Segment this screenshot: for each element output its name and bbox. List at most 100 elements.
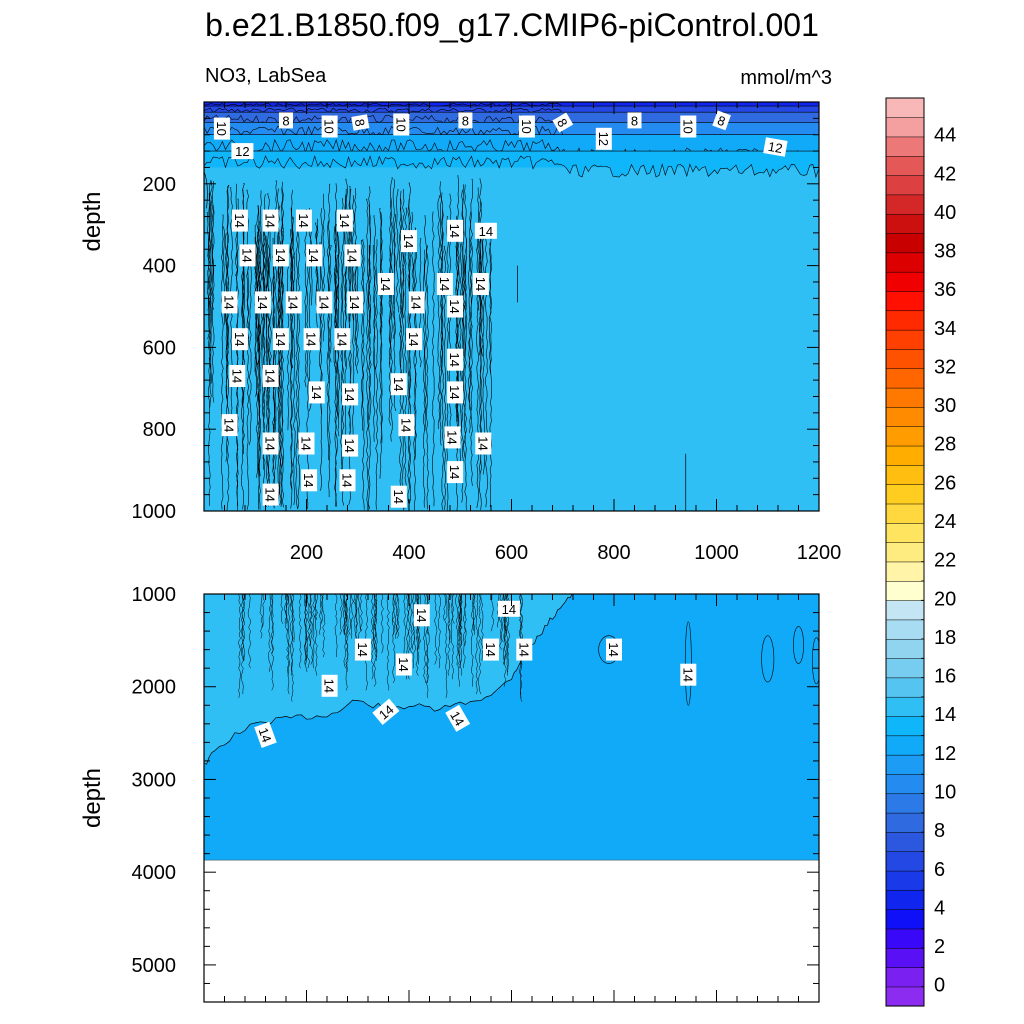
y-tick-label: 3000 xyxy=(132,769,177,791)
contour-label: 14 xyxy=(497,600,520,617)
y-tick-label: 1000 xyxy=(132,584,177,606)
contour-line-14 xyxy=(451,594,454,680)
colorbar-box xyxy=(885,542,925,563)
colorbar-box xyxy=(885,175,925,196)
contour-label: 14 xyxy=(436,273,453,295)
colorbar-box xyxy=(885,290,925,312)
contour-label: 14 xyxy=(413,604,430,627)
contour-line-14 xyxy=(220,214,224,510)
colorbar-label: 34 xyxy=(934,318,956,340)
contour-line-14 xyxy=(210,180,213,384)
contour-line-14 xyxy=(344,594,347,635)
contour-label-text: 14 xyxy=(396,657,411,671)
lower-panel: 14 14 14 14 14 14 14 14 14 14 14 14 1000 2000 3000 4000… xyxy=(79,584,820,1003)
colorbar-label: 38 xyxy=(934,241,956,263)
y-axis-label: depth xyxy=(79,191,106,251)
contour-line-14 xyxy=(360,240,364,431)
contour-label-box xyxy=(321,115,338,138)
contour-line-14 xyxy=(379,208,382,479)
contour-line-14 xyxy=(489,242,493,507)
contour-label-text: 14 xyxy=(447,352,462,366)
colorbar-box xyxy=(885,368,925,389)
colorbar-box xyxy=(885,735,925,756)
contour-label-text: 14 xyxy=(347,295,362,309)
contour-label-text: 14 xyxy=(401,234,416,248)
contour-label: 14 xyxy=(347,291,364,314)
contour-line-14 xyxy=(322,594,326,658)
contour-line-14 xyxy=(279,241,282,506)
contour-line-14 xyxy=(424,215,427,431)
contour-label-text: 14 xyxy=(342,438,357,452)
contour-label-text: 14 xyxy=(255,295,270,309)
contour-label-text: 14 xyxy=(445,430,460,444)
contour-line-14 xyxy=(375,239,379,510)
contour-label: 14 xyxy=(316,291,333,314)
contour-line-14 xyxy=(386,594,390,691)
contour-line-14 xyxy=(207,192,211,506)
colorbar-label: 18 xyxy=(934,627,956,649)
contour-line-14 xyxy=(447,594,451,676)
contour-label-text: 14 xyxy=(273,248,288,262)
contour-line-14 xyxy=(441,209,444,510)
contour-line-14 xyxy=(241,594,245,661)
contour-label-box xyxy=(763,137,788,157)
contour-label: 14 xyxy=(262,483,279,506)
contour-label: 14 xyxy=(262,209,279,232)
contour-label-text: 14 xyxy=(256,726,275,745)
contour-line-14 xyxy=(475,594,479,695)
colorbar: 0246810121416182022242628303234363840424… xyxy=(885,97,956,1007)
contour-label: 14 xyxy=(334,328,351,351)
contour-label-box xyxy=(344,244,361,267)
colorbar-label: 32 xyxy=(934,357,956,379)
contour-label-box xyxy=(712,110,731,131)
contour-label-text: 8 xyxy=(282,113,289,128)
colorbar-box xyxy=(885,155,925,176)
contour-label-text: 8 xyxy=(462,113,469,128)
contour-line-14 xyxy=(437,195,441,430)
x-tick-label: 200 xyxy=(290,542,323,564)
contour-label-box xyxy=(221,291,238,314)
contour-label-text: 14 xyxy=(240,248,255,262)
contour-line-14 xyxy=(461,189,464,503)
colorbar-box xyxy=(885,773,925,795)
contour-label-box xyxy=(303,328,320,351)
contour-label-text: 12 xyxy=(767,139,784,156)
x-tick-label: 600 xyxy=(495,542,528,564)
contour-line-14 xyxy=(280,594,283,624)
contour-label-box xyxy=(262,432,279,455)
contour-label-box xyxy=(475,432,492,455)
x-tick-label: 800 xyxy=(597,542,630,564)
contour-label-text: 14 xyxy=(475,436,490,450)
contour-line-14 xyxy=(370,594,374,680)
contour-line-14 xyxy=(793,626,804,664)
contour-label-box xyxy=(406,328,423,351)
contour-label-box xyxy=(372,698,400,725)
y-tick-label: 2000 xyxy=(132,677,177,699)
colorbar-frame xyxy=(885,97,925,1007)
contour-line-14 xyxy=(476,225,479,508)
contour-label-text: 14 xyxy=(232,332,247,346)
contour-label-text: 14 xyxy=(263,369,278,383)
contour-label-box xyxy=(445,704,471,732)
contour-line-14 xyxy=(464,594,467,646)
contour-label-text: 14 xyxy=(301,473,316,487)
plot-area: 14 14 14 14 14 14 14 14 14 14 14 14 xyxy=(204,594,819,1002)
contour-label-text: 14 xyxy=(342,387,357,401)
colorbar-label: 4 xyxy=(934,897,945,919)
contour-label-box xyxy=(272,328,289,351)
contour-line-14 xyxy=(352,195,355,453)
colorbar-box xyxy=(885,484,925,505)
contour-label-box xyxy=(339,469,356,492)
contour-label-box xyxy=(447,219,464,242)
contour-label-text: 14 xyxy=(406,332,421,346)
contour-line-14 xyxy=(278,251,281,498)
contour-labels: 10 8 10 8 10 8 10 8 12 8 10 8 12 12 14 14 14 14 14 14 14 14 14… xyxy=(213,110,788,508)
contour-label: 14 xyxy=(398,414,415,437)
contour-label: 14 xyxy=(221,414,238,437)
contour-line-14 xyxy=(368,204,372,420)
contour-label: 14 xyxy=(390,485,407,508)
contour-label-text: 14 xyxy=(447,299,462,313)
contour-line-14 xyxy=(408,182,412,398)
contour-label-text: 14 xyxy=(306,248,321,262)
contour-label-text: 14 xyxy=(680,667,695,681)
